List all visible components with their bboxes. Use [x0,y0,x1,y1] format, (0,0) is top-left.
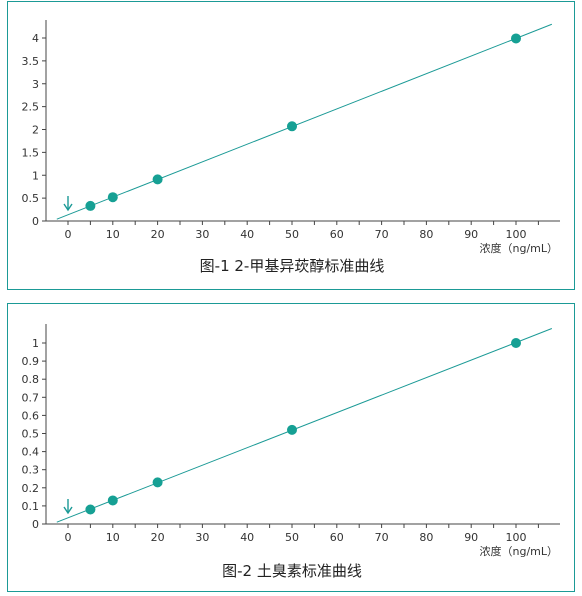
arrow-head-icon [63,506,73,515]
y-tick-label: 1 [32,337,39,350]
data-point [152,174,163,185]
chart-2-caption: 图-2 土臭素标准曲线 [222,562,362,580]
data-point [287,121,297,132]
y-tick-label: 0.4 [22,446,40,459]
x-tick-label: 50 [285,228,299,241]
y-tick-label: 0.6 [22,409,40,422]
x-tick-label: 100 [506,228,527,241]
y-tick-label: 2.5 [22,101,40,114]
y-tick-label: 3 [32,78,39,91]
data-point [85,504,96,515]
y-tick-label: 2 [32,124,39,137]
data-point [287,424,297,435]
y-tick-label: 0.3 [22,464,40,477]
data-point [107,192,118,203]
y-tick-label: 0.7 [22,391,40,404]
arrow-head-icon [63,203,73,212]
y-tick-label: 0.9 [22,355,40,368]
x-tick-label: 60 [330,531,344,544]
fit-line [56,23,553,220]
data-point [152,477,163,488]
y-tick-label: 0.5 [22,428,40,441]
y-tick-label: 0 [32,215,39,228]
x-tick-label: 20 [151,531,165,544]
y-tick-label: 0.8 [22,373,40,386]
x-tick-label: 90 [464,228,478,241]
x-tick-label: 40 [240,228,254,241]
chart-1-svg: 00.511.522.533.540 10 20 30 40 50 60 70 80 90 100浓… [22,20,560,275]
x-tick-label: 70 [375,531,389,544]
chart-2-x-axis-label: 浓度（ng/mL） [479,544,558,558]
x-tick-label: 80 [419,531,433,544]
x-tick-label: 80 [419,228,433,241]
x-tick-label: 50 [285,531,299,544]
fit-line [56,328,553,523]
x-tick-label: 40 [240,531,254,544]
x-tick-label: 0 [65,228,72,241]
data-point [107,495,118,506]
x-tick-label: 10 [106,531,120,544]
x-tick-label: 30 [195,531,209,544]
x-tick-label: 0 [65,531,72,544]
x-tick-label: 30 [195,228,209,241]
y-tick-label: 4 [32,32,39,45]
y-tick-label: 0.2 [22,482,40,495]
y-tick-label: 1.5 [22,146,40,159]
x-tick-label: 90 [464,531,478,544]
y-tick-label: 0 [32,518,39,531]
chart-1-plot: 00.511.522.533.540 10 20 30 40 50 60 70 80 90 100 [22,20,560,241]
x-tick-label: 20 [151,228,165,241]
y-tick-label: 0.5 [22,192,40,205]
chart-1-x-axis-label: 浓度（ng/mL） [479,241,558,255]
data-point [511,33,521,44]
data-point [511,338,521,348]
y-tick-label: 0.1 [22,500,40,513]
chart-panel-1: 0 0.5 1 1.5 2 2.5 3 3.5 4 0 10 20 30 40 50 60 70 80 90 100 浓… [7,1,575,290]
chart-2-plot: 00.10.20.30.40.50.60.70.80.910 10 20 30 40 50… [22,324,560,544]
x-tick-label: 100 [506,531,527,544]
x-tick-label: 60 [330,228,344,241]
x-tick-label: 70 [375,228,389,241]
chart-panel-2: 0 0.1 0.2 0.3 0.4 0.5 0.6 0.7 0.8 0.9 1 0 10 20 30 40 50… [7,303,575,592]
y-tick-label: 1 [32,169,39,182]
chart-2-svg: 00.10.20.30.40.50.60.70.80.910 10 20 30 40 50… [22,324,560,580]
x-tick-label: 10 [106,228,120,241]
chart-1-caption: 图-1 2-甲基异莰醇标准曲线 [200,257,385,275]
y-tick-label: 3.5 [22,55,40,68]
data-point [85,200,96,211]
